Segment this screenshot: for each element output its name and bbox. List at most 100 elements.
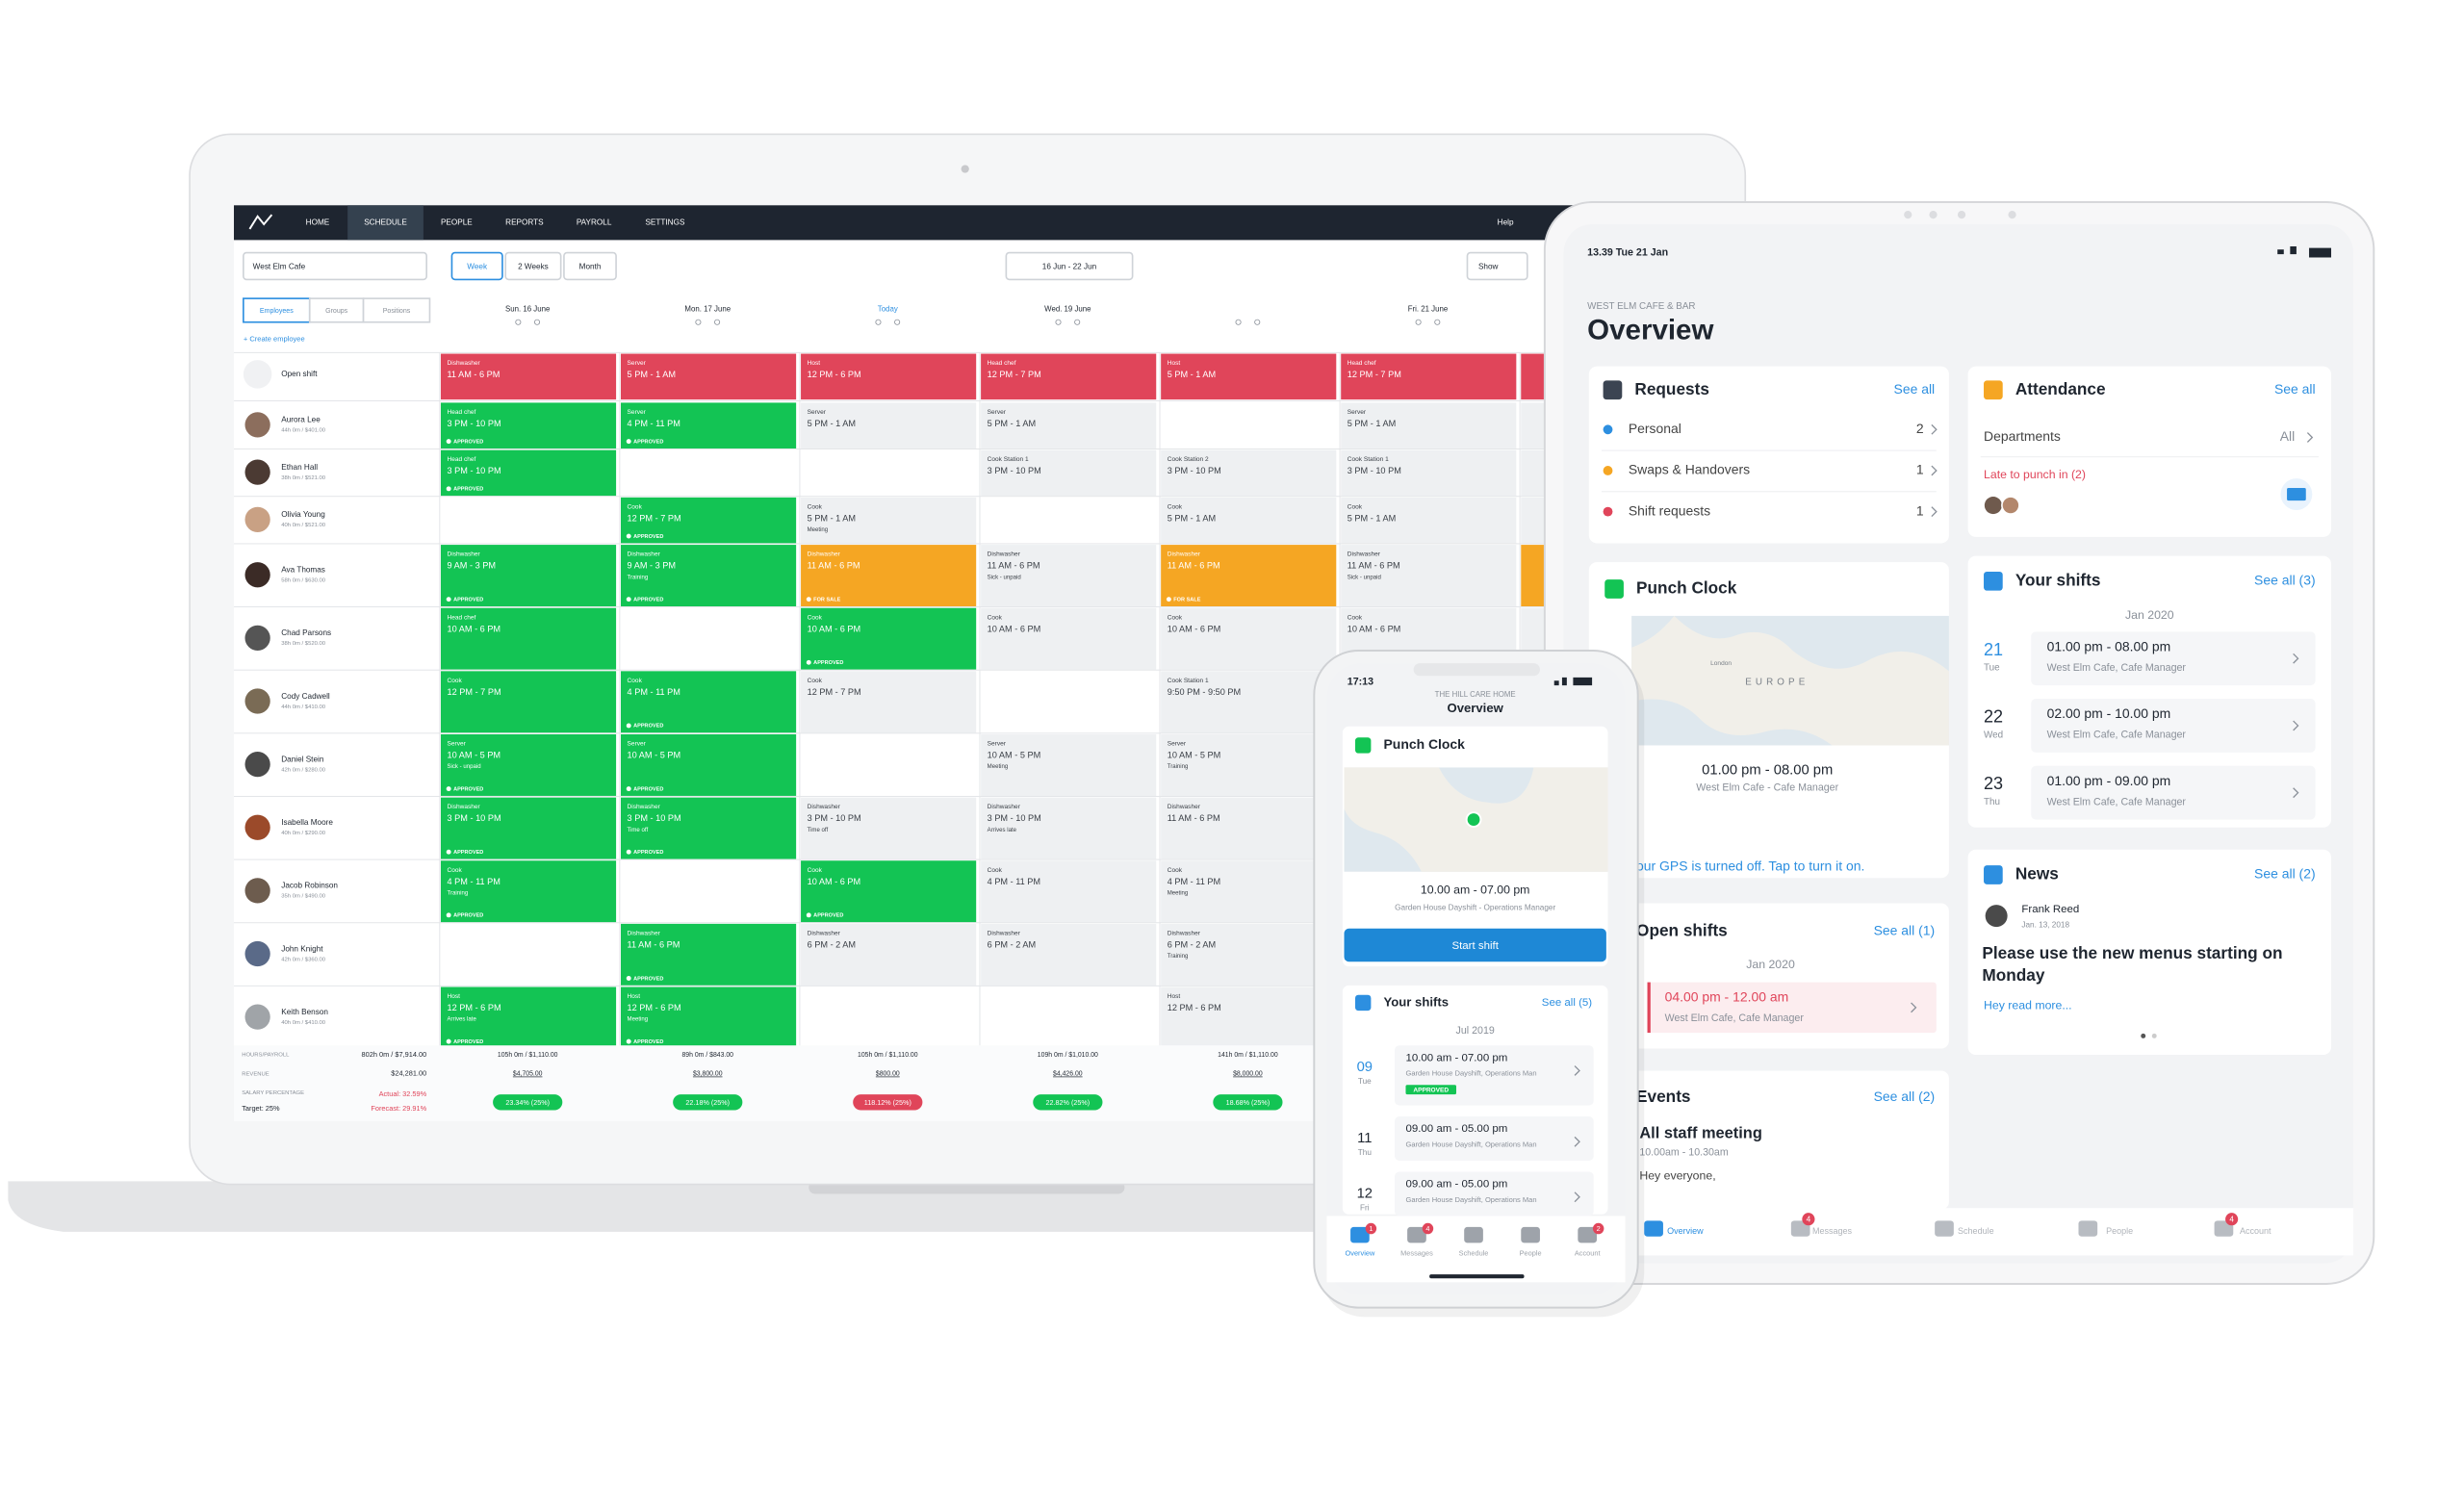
tab-label[interactable]: Account — [1575, 1249, 1601, 1258]
shift-cell[interactable] — [440, 797, 617, 859]
shift-item[interactable] — [1395, 1116, 1594, 1161]
shift-cell[interactable] — [981, 353, 1157, 400]
tab-label[interactable]: Schedule — [1958, 1226, 1994, 1236]
gps-warning[interactable]: our GPS is turned off. Tap to turn it on… — [1636, 858, 1864, 873]
request-count: 1 — [1916, 462, 1924, 477]
create-employee[interactable]: + Create employee — [244, 335, 305, 344]
shift-cell[interactable] — [440, 545, 617, 607]
shift-cell[interactable] — [1161, 986, 1337, 1049]
shift-cell[interactable] — [801, 797, 977, 859]
tab-label[interactable]: Account — [2240, 1226, 2272, 1236]
start-shift-button[interactable] — [1344, 928, 1606, 962]
shift-cell[interactable] — [801, 353, 977, 400]
tab-label[interactable]: Overview — [1346, 1249, 1375, 1258]
shift-cell[interactable] — [801, 923, 977, 986]
show-button[interactable]: Show — [1478, 262, 1499, 270]
view-button[interactable] — [504, 251, 562, 281]
shift-cell[interactable] — [801, 860, 977, 923]
card-icon — [1604, 579, 1624, 599]
shift-cell[interactable] — [1161, 923, 1337, 986]
nav-item[interactable]: REPORTS — [505, 218, 544, 227]
shift-cell[interactable] — [981, 860, 1157, 923]
shift-cell[interactable] — [1161, 353, 1337, 400]
footer-label: REVENUE — [242, 1071, 270, 1077]
view-button[interactable] — [563, 251, 617, 281]
shift-cell[interactable] — [1161, 607, 1337, 670]
shift-cell[interactable] — [621, 402, 797, 448]
see-all[interactable]: See all — [1894, 381, 1936, 397]
tab-label[interactable]: Overview — [1667, 1226, 1704, 1236]
shift-cell[interactable] — [1161, 545, 1337, 607]
employee-name: Keith Benson — [281, 1008, 328, 1016]
nav-item[interactable]: PAYROLL — [577, 218, 612, 227]
map-land — [1631, 615, 1949, 746]
shift-cell[interactable] — [801, 671, 977, 733]
see-all[interactable]: See all (2) — [2254, 866, 2316, 882]
news-body[interactable]: Hey read more... — [1984, 998, 2072, 1012]
shift-cell[interactable] — [1341, 402, 1517, 448]
see-all[interactable]: See all — [2274, 381, 2316, 397]
shift-cell[interactable] — [1161, 497, 1337, 544]
nav-item[interactable]: SETTINGS — [645, 218, 684, 227]
shift-cell[interactable] — [440, 986, 617, 1049]
shift-cell[interactable] — [1341, 449, 1517, 497]
shift-cell[interactable] — [981, 607, 1157, 670]
shift-cell[interactable] — [981, 797, 1157, 859]
tab[interactable] — [243, 297, 311, 323]
shift-item[interactable] — [2031, 699, 2316, 753]
shift-item[interactable] — [2031, 765, 2316, 820]
shift-cell[interactable] — [621, 497, 797, 544]
shift-cell[interactable] — [1341, 497, 1517, 544]
nav-item[interactable]: PEOPLE — [441, 218, 473, 227]
tab[interactable] — [362, 297, 431, 323]
shift-cell[interactable] — [440, 607, 617, 670]
nav-help[interactable]: Help — [1498, 218, 1514, 227]
shift-cell[interactable] — [801, 545, 977, 607]
tab-label[interactable]: People — [1520, 1249, 1542, 1258]
shift-cell[interactable] — [621, 545, 797, 607]
shift-cell[interactable] — [440, 860, 617, 923]
see-all[interactable]: See all (2) — [1874, 1089, 1936, 1104]
shift-cell[interactable] — [801, 402, 977, 448]
shift-cell[interactable] — [440, 671, 617, 733]
tab-label[interactable]: Schedule — [1459, 1249, 1489, 1258]
view-button[interactable] — [450, 251, 503, 281]
shift-cell[interactable] — [1161, 671, 1337, 733]
shift-cell[interactable] — [1341, 545, 1517, 607]
see-all[interactable]: See all (1) — [1874, 923, 1936, 938]
shift-cell[interactable] — [981, 449, 1157, 497]
tab-label: Employees — [260, 308, 294, 315]
shift-cell[interactable] — [440, 402, 617, 448]
tab-label[interactable]: Messages — [1400, 1249, 1433, 1258]
shift-cell[interactable] — [981, 545, 1157, 607]
shift-cell[interactable] — [621, 733, 797, 796]
shift-cell[interactable] — [981, 402, 1157, 448]
shift-cell[interactable] — [621, 671, 797, 733]
shift-cell[interactable] — [981, 733, 1157, 796]
shift-cell[interactable] — [621, 986, 797, 1049]
tab-label[interactable]: Messages — [1812, 1226, 1853, 1236]
shift-cell[interactable] — [621, 797, 797, 859]
shift-cell[interactable] — [1341, 353, 1517, 400]
shift-cell[interactable] — [621, 923, 797, 986]
nav-item[interactable]: HOME — [306, 218, 330, 227]
shift-cell[interactable] — [801, 607, 977, 670]
shift-cell[interactable] — [1161, 860, 1337, 923]
shift-cell[interactable] — [1161, 449, 1337, 497]
see-all[interactable]: See all (5) — [1542, 997, 1592, 1009]
nav-item[interactable]: SCHEDULE — [364, 218, 407, 227]
tab[interactable] — [308, 297, 365, 323]
shift-cell[interactable] — [1161, 733, 1337, 796]
shift-cell[interactable] — [1161, 797, 1337, 859]
shift-cell[interactable] — [440, 353, 617, 400]
shift-cell[interactable] — [440, 733, 617, 796]
shift-cell[interactable] — [440, 449, 617, 497]
location-select[interactable] — [243, 251, 428, 281]
shift-cell[interactable] — [981, 923, 1157, 986]
shift-item[interactable] — [2031, 631, 2316, 686]
see-all[interactable]: See all (3) — [2254, 573, 2316, 588]
shift-cell[interactable] — [621, 353, 797, 400]
tab-label[interactable]: People — [2106, 1226, 2133, 1236]
shift-cell[interactable] — [801, 497, 977, 544]
shift-item[interactable] — [1395, 1171, 1594, 1217]
